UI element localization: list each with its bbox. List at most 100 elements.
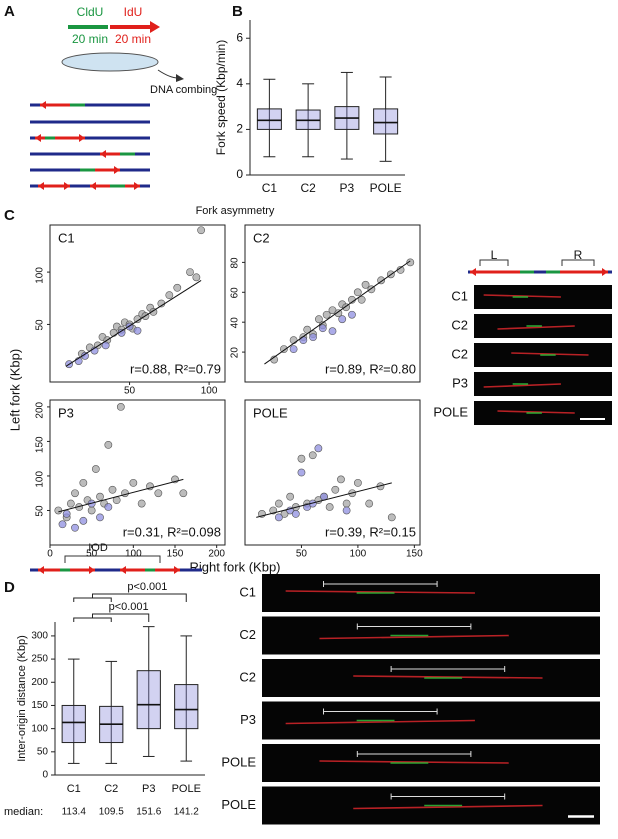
y-tick-label: 300 <box>31 631 48 642</box>
combing-arrow <box>157 69 179 79</box>
y-tick-label: 50 <box>35 319 46 331</box>
micrograph-label: POLE <box>221 754 256 769</box>
x-tick-label: 200 <box>208 549 225 560</box>
fiber-red <box>285 719 475 725</box>
y-tick-label: 150 <box>35 436 46 453</box>
micrograph-label: C2 <box>451 346 468 361</box>
data-point <box>274 513 283 522</box>
data-point <box>137 499 146 508</box>
y-tick-label: 6 <box>236 30 243 44</box>
data-point <box>309 333 317 342</box>
plot-frame <box>244 224 421 383</box>
y-tick-label: 60 <box>230 287 241 299</box>
data-point <box>289 345 298 354</box>
data-point <box>328 327 337 336</box>
micrograph <box>474 314 612 338</box>
bracket <box>561 259 595 266</box>
x-tick-label: P3 <box>340 181 355 195</box>
data-point <box>81 351 89 360</box>
x-tick-label: 100 <box>201 386 218 397</box>
x-tick-label: POLE <box>370 181 402 195</box>
arrow-head <box>38 566 44 574</box>
trendline <box>264 260 411 365</box>
data-point <box>91 465 100 473</box>
fiber-red <box>511 352 589 356</box>
arrow-head <box>90 182 96 190</box>
iod-marker <box>323 581 438 587</box>
plot-title: POLE <box>253 405 288 420</box>
dish <box>61 52 159 72</box>
data-point <box>314 315 323 324</box>
y-tick-label: 250 <box>31 654 48 665</box>
y-tick-label: 150 <box>31 700 48 711</box>
micrograph-label: C2 <box>239 627 256 642</box>
data-point <box>179 489 188 498</box>
data-point <box>377 276 386 285</box>
y-tick-label: 200 <box>35 401 46 418</box>
p-value: p<0.001 <box>109 601 149 613</box>
y-tick-label: 100 <box>35 267 46 284</box>
plot-title: C1 <box>58 230 75 245</box>
duration: 20 min <box>72 32 108 46</box>
iod-marker <box>356 623 472 630</box>
box <box>174 684 199 730</box>
box <box>61 704 86 744</box>
data-point <box>338 315 347 324</box>
y-tick-label: 20 <box>230 347 241 359</box>
micrograph-label: C2 <box>451 317 468 332</box>
data-point <box>62 510 71 518</box>
data-point <box>406 258 415 267</box>
data-point <box>334 309 343 318</box>
x-tick-label: C2 <box>300 181 316 195</box>
arrow-head <box>470 268 476 276</box>
y-tick-label: 50 <box>37 746 49 757</box>
plot-frame <box>49 399 226 546</box>
y-tick-label: 4 <box>236 76 243 90</box>
box <box>136 670 161 730</box>
data-point <box>353 288 362 297</box>
median-value: 113.4 <box>62 807 87 818</box>
bracket <box>64 555 161 563</box>
data-point <box>325 503 334 511</box>
panel-label: C <box>4 207 15 224</box>
x-tick-label: 50 <box>86 549 98 560</box>
micrograph-label: P3 <box>240 712 256 727</box>
data-point <box>66 499 75 508</box>
step-label: DNA combing <box>150 84 217 96</box>
y-tick-label: 100 <box>31 723 48 734</box>
stat-annotation: r=0.39, R²=0.15 <box>325 524 416 539</box>
arrow-head <box>150 21 160 33</box>
x-tick-label: 150 <box>406 549 423 560</box>
segment-label: R <box>574 248 583 262</box>
y-axis-label: Left fork (Kbp) <box>7 349 22 431</box>
label-idu: IdU <box>124 5 143 19</box>
data-point <box>154 489 163 498</box>
fiber-red <box>353 675 543 679</box>
panel-label: A <box>4 3 15 20</box>
data-point <box>314 444 323 453</box>
data-point <box>186 268 194 276</box>
data-point <box>192 273 201 282</box>
data-point <box>354 478 362 487</box>
y-tick-label: 40 <box>230 317 241 329</box>
y-tick-label: 0 <box>236 167 243 181</box>
x-axis-label: Right fork (Kbp) <box>189 559 280 574</box>
arrow-head <box>79 134 85 142</box>
fiber-red <box>353 804 543 810</box>
data-point <box>101 341 110 350</box>
arrow-head <box>602 268 608 276</box>
data-point <box>87 506 96 515</box>
arrow-head <box>134 182 140 190</box>
stat-annotation: r=0.89, R²=0.80 <box>325 361 416 376</box>
data-point <box>116 403 125 411</box>
x-tick-label: 0 <box>47 549 53 560</box>
micrograph-label: C2 <box>239 669 256 684</box>
iod-marker <box>356 751 472 757</box>
micrograph-label: P3 <box>452 375 468 390</box>
y-tick-label: 200 <box>31 677 48 688</box>
duration: 20 min <box>115 32 151 46</box>
data-point <box>133 326 142 335</box>
median-value: 151.6 <box>136 807 161 818</box>
micrograph-label: POLE <box>221 797 256 812</box>
